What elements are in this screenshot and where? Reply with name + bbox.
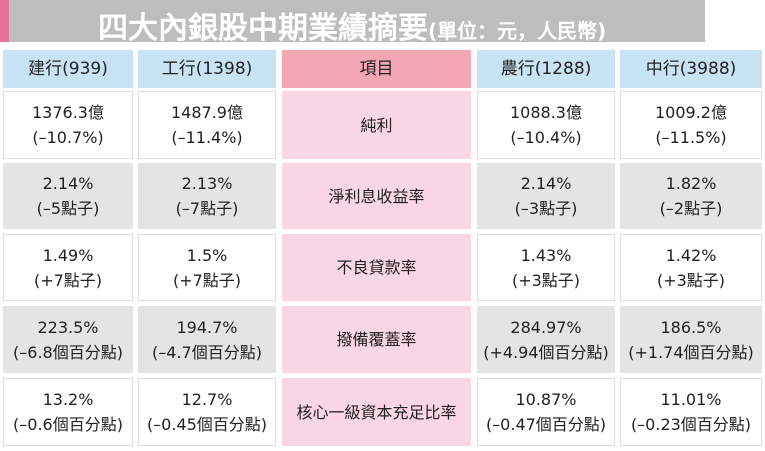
data-cell: 1376.3億 (–10.7%) xyxy=(3,91,133,159)
data-cell: 1.42% (+3點子) xyxy=(620,234,762,301)
value: 2.13% xyxy=(181,174,233,193)
data-cell: 186.5% (+1.74個百分點) xyxy=(620,306,762,373)
value: 13.2% xyxy=(42,390,94,409)
value: 12.7% xyxy=(181,390,233,409)
change: (+4.94個百分點) xyxy=(483,342,609,362)
change: (+3點子) xyxy=(656,270,726,290)
value: 1088.3億 xyxy=(510,103,582,122)
data-cell: 284.97% (+4.94個百分點) xyxy=(477,306,615,373)
column-header: 中行(3988) xyxy=(620,50,762,88)
data-cell: 1009.2億 (–11.5%) xyxy=(620,91,762,159)
change: (–0.45個百分點) xyxy=(146,415,268,434)
change: (–5點子) xyxy=(36,199,100,218)
value: 194.7% xyxy=(176,317,238,337)
title-accent xyxy=(0,0,9,42)
data-cell: 1.49% (+7點子) xyxy=(3,234,133,301)
data-cell: 194.7% (–4.7個百分點) xyxy=(138,306,276,373)
column-header: 農行(1288) xyxy=(477,50,615,88)
row-item: 不良貸款率 xyxy=(282,234,471,301)
change: (+7點子) xyxy=(33,270,103,290)
title: 四大內銀股中期業績摘要 xyxy=(98,11,428,46)
value: 1.43% xyxy=(520,245,572,265)
data-cell: 11.01% (–0.23個百分點) xyxy=(620,378,762,446)
change: (+7點子) xyxy=(172,270,242,290)
column-header: 工行(1398) xyxy=(138,50,276,88)
data-cell: 1.5% (+7點子) xyxy=(138,234,276,301)
change: (–10.7%) xyxy=(32,128,104,147)
change: (–0.47個百分點) xyxy=(485,415,607,434)
value: 1.49% xyxy=(42,245,94,265)
change: (+3點子) xyxy=(511,270,581,290)
value: 11.01% xyxy=(660,390,722,409)
value: 223.5% xyxy=(37,317,99,337)
change: (–3點子) xyxy=(514,199,578,218)
title-bar xyxy=(0,0,705,42)
row-item: 淨利息收益率 xyxy=(282,163,471,229)
data-cell: 1.82% (–2點子) xyxy=(620,163,762,229)
row-item: 撥備覆蓋率 xyxy=(282,306,471,373)
change: (–10.4%) xyxy=(510,128,582,147)
row-item: 核心一級資本充足比率 xyxy=(282,378,471,446)
data-cell: 1.43% (+3點子) xyxy=(477,234,615,301)
data-cell: 2.13% (–7點子) xyxy=(138,163,276,229)
value: 10.87% xyxy=(515,390,577,409)
change: (–6.8個百分點) xyxy=(13,342,123,362)
value: 1487.9億 xyxy=(171,103,243,122)
data-cell: 223.5% (–6.8個百分點) xyxy=(3,306,133,373)
change: (–11.4%) xyxy=(171,128,243,147)
column-header: 項目 xyxy=(282,50,471,88)
data-cell: 2.14% (–5點子) xyxy=(3,163,133,229)
column-header: 建行(939) xyxy=(3,50,133,88)
value: 284.97% xyxy=(510,317,582,337)
data-cell: 2.14% (–3點子) xyxy=(477,163,615,229)
data-cell: 10.87% (–0.47個百分點) xyxy=(477,378,615,446)
value: 2.14% xyxy=(42,174,94,193)
change: (–7點子) xyxy=(175,199,239,218)
value: 2.14% xyxy=(520,174,572,193)
value: 1.42% xyxy=(665,245,717,265)
change: (–2點子) xyxy=(659,199,723,218)
value: 1376.3億 xyxy=(32,103,104,122)
data-cell: 13.2% (–0.6個百分點) xyxy=(3,378,133,446)
data-cell: 1487.9億 (–11.4%) xyxy=(138,91,276,159)
change: (–0.23個百分點) xyxy=(630,415,752,434)
value: 1.82% xyxy=(665,174,717,193)
value: 1.5% xyxy=(186,245,228,265)
change: (–0.6個百分點) xyxy=(13,415,123,434)
change: (+1.74個百分點) xyxy=(628,342,754,362)
title-block: 四大內銀股中期業績摘要(單位：元，人民幣) xyxy=(98,3,606,47)
change: (–11.5%) xyxy=(655,128,727,147)
subtitle: (單位：元，人民幣) xyxy=(428,19,607,43)
row-item: 純利 xyxy=(282,91,471,159)
value: 1009.2億 xyxy=(655,103,727,122)
data-cell: 12.7% (–0.45個百分點) xyxy=(138,378,276,446)
change: (–4.7個百分點) xyxy=(152,342,262,362)
value: 186.5% xyxy=(660,317,722,337)
data-cell: 1088.3億 (–10.4%) xyxy=(477,91,615,159)
